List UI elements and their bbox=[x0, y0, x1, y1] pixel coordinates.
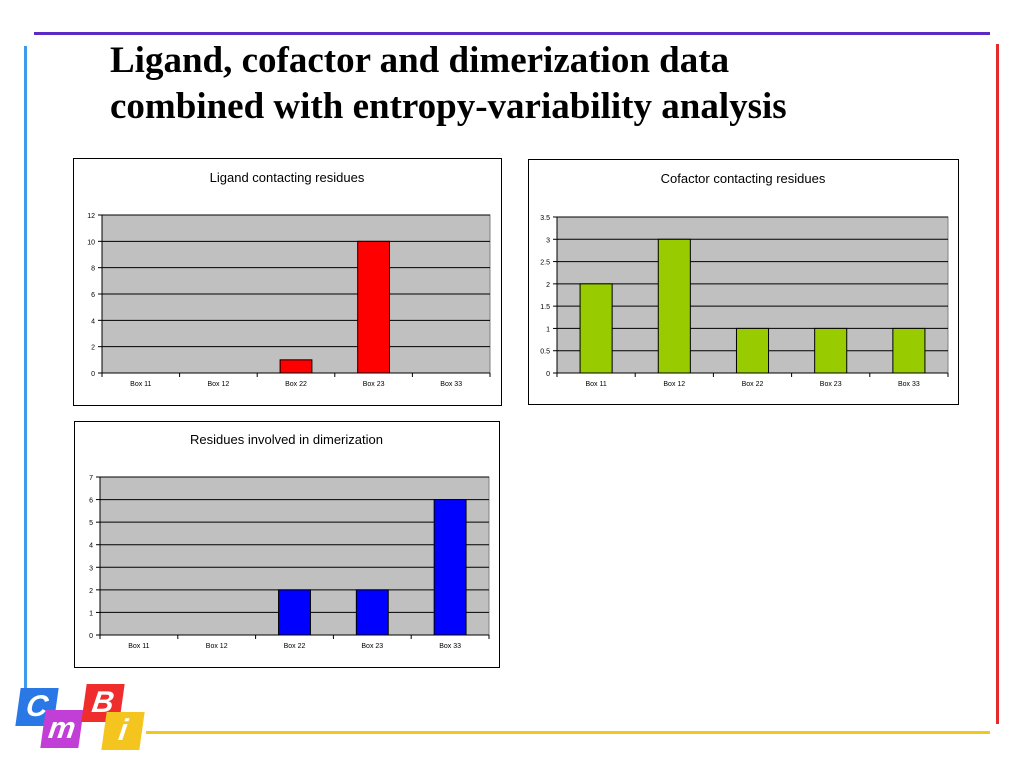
bottom-rule bbox=[146, 731, 990, 734]
left-rule bbox=[24, 46, 27, 688]
dimerization-x-category-label: Box 11 bbox=[128, 643, 149, 650]
dimerization-y-tick-label: 3 bbox=[89, 565, 93, 572]
ligand-x-category-label: Box 12 bbox=[208, 381, 230, 388]
dimerization-y-tick-label: 5 bbox=[89, 520, 93, 527]
top-rule bbox=[34, 32, 990, 35]
cofactor-bar-box-11 bbox=[579, 283, 613, 374]
ligand-y-tick-label: 2 bbox=[91, 345, 95, 352]
dimerization-x-category-label: Box 33 bbox=[439, 643, 461, 650]
dimerization-x-category-label: Box 12 bbox=[206, 643, 228, 650]
ligand-x-category-label: Box 11 bbox=[130, 381, 151, 388]
cofactor-y-tick-label: 0.5 bbox=[540, 349, 550, 356]
ligand-bar-box-22 bbox=[279, 359, 313, 374]
ligand-chart-title: Ligand contacting residues bbox=[210, 170, 365, 185]
cofactor-y-tick-label: 1 bbox=[546, 326, 550, 333]
ligand-x-category-label: Box 22 bbox=[285, 381, 307, 388]
dimerization-y-tick-label: 6 bbox=[89, 498, 93, 505]
dimerization-chart-title: Residues involved in dimerization bbox=[190, 432, 383, 447]
cofactor-y-tick-label: 2.5 bbox=[540, 260, 550, 267]
ligand-x-category-label: Box 23 bbox=[363, 381, 385, 388]
cofactor-chart: Cofactor contacting residues 0 0.5 1 1.5 2 2.5… bbox=[528, 159, 959, 405]
cofactor-bar-box-12 bbox=[657, 238, 691, 374]
ligand-y-tick-label: 12 bbox=[87, 213, 95, 220]
cofactor-x-category-label: Box 33 bbox=[898, 381, 920, 388]
ligand-x-category-label: Box 33 bbox=[440, 381, 462, 388]
ligand-y-tick-label: 8 bbox=[91, 266, 95, 273]
dimerization-bar-box-23 bbox=[355, 589, 389, 636]
right-rule bbox=[996, 44, 999, 724]
dimerization-y-tick-label: 1 bbox=[89, 610, 93, 617]
ligand-y-tick-label: 10 bbox=[87, 239, 95, 246]
logo-tile-i: i bbox=[101, 712, 145, 750]
cofactor-y-tick-label: 3 bbox=[546, 237, 550, 244]
cofactor-y-tick-label: 1.5 bbox=[540, 304, 550, 311]
logo-tile-m: m bbox=[40, 710, 84, 748]
dimerization-y-tick-label: 2 bbox=[89, 588, 93, 595]
ligand-y-tick-label: 0 bbox=[91, 371, 95, 378]
dimerization-y-tick-label: 0 bbox=[89, 633, 93, 640]
ligand-chart: Ligand contacting residues 0 2 4 6 8 10 12 Box 1… bbox=[73, 158, 502, 406]
ligand-y-tick-label: 4 bbox=[91, 318, 95, 325]
cofactor-x-category-label: Box 23 bbox=[820, 381, 842, 388]
dimerization-y-tick-label: 4 bbox=[89, 543, 93, 550]
dimerization-x-category-label: Box 22 bbox=[284, 643, 306, 650]
cofactor-chart-svg: Cofactor contacting residues 0 0.5 1 1.5 2 2.5… bbox=[540, 171, 949, 388]
cofactor-x-category-label: Box 22 bbox=[742, 381, 764, 388]
dimerization-bar-box-33 bbox=[433, 499, 467, 636]
slide-title: Ligand, cofactor and dimerization data c… bbox=[110, 38, 990, 130]
dimerization-y-tick-label: 7 bbox=[89, 475, 93, 482]
cofactor-bar-box-33 bbox=[892, 327, 926, 374]
ligand-bar-box-23 bbox=[357, 240, 391, 374]
dimerization-chart: Residues involved in dimerization 0 1 2 3 4 5 6… bbox=[74, 421, 500, 668]
slide-title-line-1: Ligand, cofactor and dimerization data bbox=[110, 40, 730, 81]
dimerization-x-category-label: Box 23 bbox=[361, 643, 383, 650]
ligand-y-tick-label: 6 bbox=[91, 292, 95, 299]
dimerization-bar-box-22 bbox=[278, 589, 311, 636]
cofactor-x-category-label: Box 11 bbox=[585, 381, 606, 388]
cofactor-bar-box-22 bbox=[735, 327, 770, 374]
cofactor-y-tick-label: 2 bbox=[546, 282, 550, 289]
cofactor-chart-title: Cofactor contacting residues bbox=[661, 171, 826, 186]
cmbi-logo: C m B i bbox=[15, 684, 146, 750]
cofactor-bar-box-23 bbox=[814, 327, 848, 374]
cofactor-x-category-label: Box 12 bbox=[663, 381, 685, 388]
cofactor-y-tick-label: 0 bbox=[546, 371, 550, 378]
slide-title-line-2: combined with entropy-variability analys… bbox=[110, 86, 787, 127]
dimerization-chart-svg: Residues involved in dimerization 0 1 2 3 4 5 6… bbox=[89, 432, 490, 650]
ligand-chart-svg: Ligand contacting residues 0 2 4 6 8 10 12 Box 1… bbox=[87, 170, 491, 388]
cofactor-y-tick-label: 3.5 bbox=[540, 215, 550, 222]
